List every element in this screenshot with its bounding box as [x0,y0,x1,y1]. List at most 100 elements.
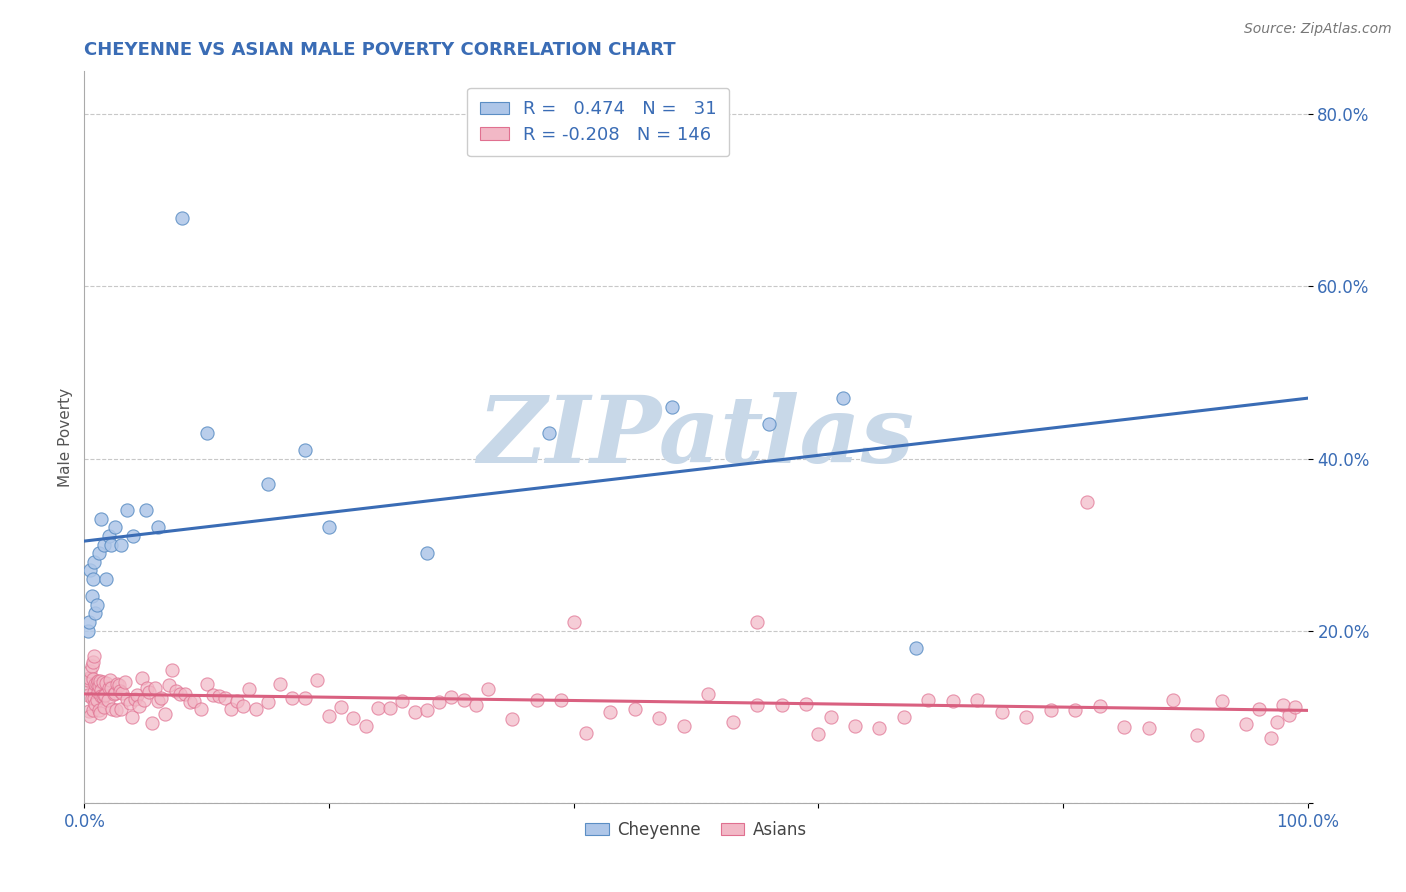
Point [122,529,145,543]
Point [1114,721,1136,735]
Point [77,615,100,629]
Point [201,688,224,702]
Point [502,712,524,726]
Point [318,708,340,723]
Point [214,690,236,705]
Point [453,693,475,707]
Point [697,687,720,701]
Point [807,727,830,741]
Point [150,691,173,706]
Point [391,694,413,708]
Point [79,564,101,578]
Point [1260,731,1282,745]
Point [76,677,98,691]
Point [90,512,112,526]
Point [1161,693,1184,707]
Point [79,664,101,678]
Point [747,698,769,713]
Point [305,673,328,687]
Point [111,685,134,699]
Point [758,417,780,432]
Point [93,700,115,714]
Point [477,681,499,696]
Point [721,715,744,730]
Point [91,690,114,704]
Point [97,681,120,695]
Point [966,693,988,707]
Point [110,538,132,552]
Point [672,719,695,733]
Point [87,703,110,717]
Point [79,708,101,723]
Point [354,719,377,733]
Point [195,425,218,440]
Point [232,699,254,714]
Point [83,690,105,705]
Point [538,425,561,440]
Point [318,520,340,534]
Point [77,624,100,638]
Point [599,706,621,720]
Point [103,687,125,701]
Point [172,211,194,225]
Point [135,503,157,517]
Point [157,677,180,691]
Point [77,689,100,703]
Point [146,694,169,708]
Point [86,598,108,612]
Point [97,693,120,707]
Point [104,686,127,700]
Point [1076,494,1098,508]
Point [138,685,160,699]
Point [991,705,1014,719]
Point [917,693,939,707]
Point [367,701,389,715]
Point [162,663,184,677]
Point [1039,703,1062,717]
Point [143,681,166,695]
Point [77,704,100,718]
Point [80,659,103,673]
Point [747,615,769,629]
Point [135,681,157,696]
Point [1015,710,1038,724]
Point [269,677,291,691]
Point [1265,715,1288,730]
Point [125,689,148,703]
Point [1272,698,1295,712]
Point [869,721,891,735]
Point [87,673,110,688]
Point [89,674,111,689]
Point [83,649,105,664]
Point [93,688,115,702]
Point [1187,728,1209,742]
Point [83,685,105,699]
Point [75,673,97,687]
Legend: Cheyenne, Asians: Cheyenne, Asians [579,814,813,846]
Point [1211,694,1233,708]
Point [165,684,187,698]
Point [550,693,572,707]
Point [77,671,100,685]
Point [169,688,191,702]
Point [208,689,231,703]
Point [100,538,122,552]
Point [97,529,120,543]
Point [86,677,108,691]
Point [770,698,793,712]
Point [84,607,107,621]
Point [661,400,683,414]
Point [575,726,598,740]
Point [257,477,280,491]
Point [108,684,131,698]
Point [77,673,100,687]
Point [131,671,153,685]
Point [114,674,136,689]
Point [94,689,117,703]
Point [1278,708,1301,723]
Point [404,706,426,720]
Text: Source: ZipAtlas.com: Source: ZipAtlas.com [1244,22,1392,37]
Point [245,702,267,716]
Point [107,678,129,692]
Point [96,675,118,690]
